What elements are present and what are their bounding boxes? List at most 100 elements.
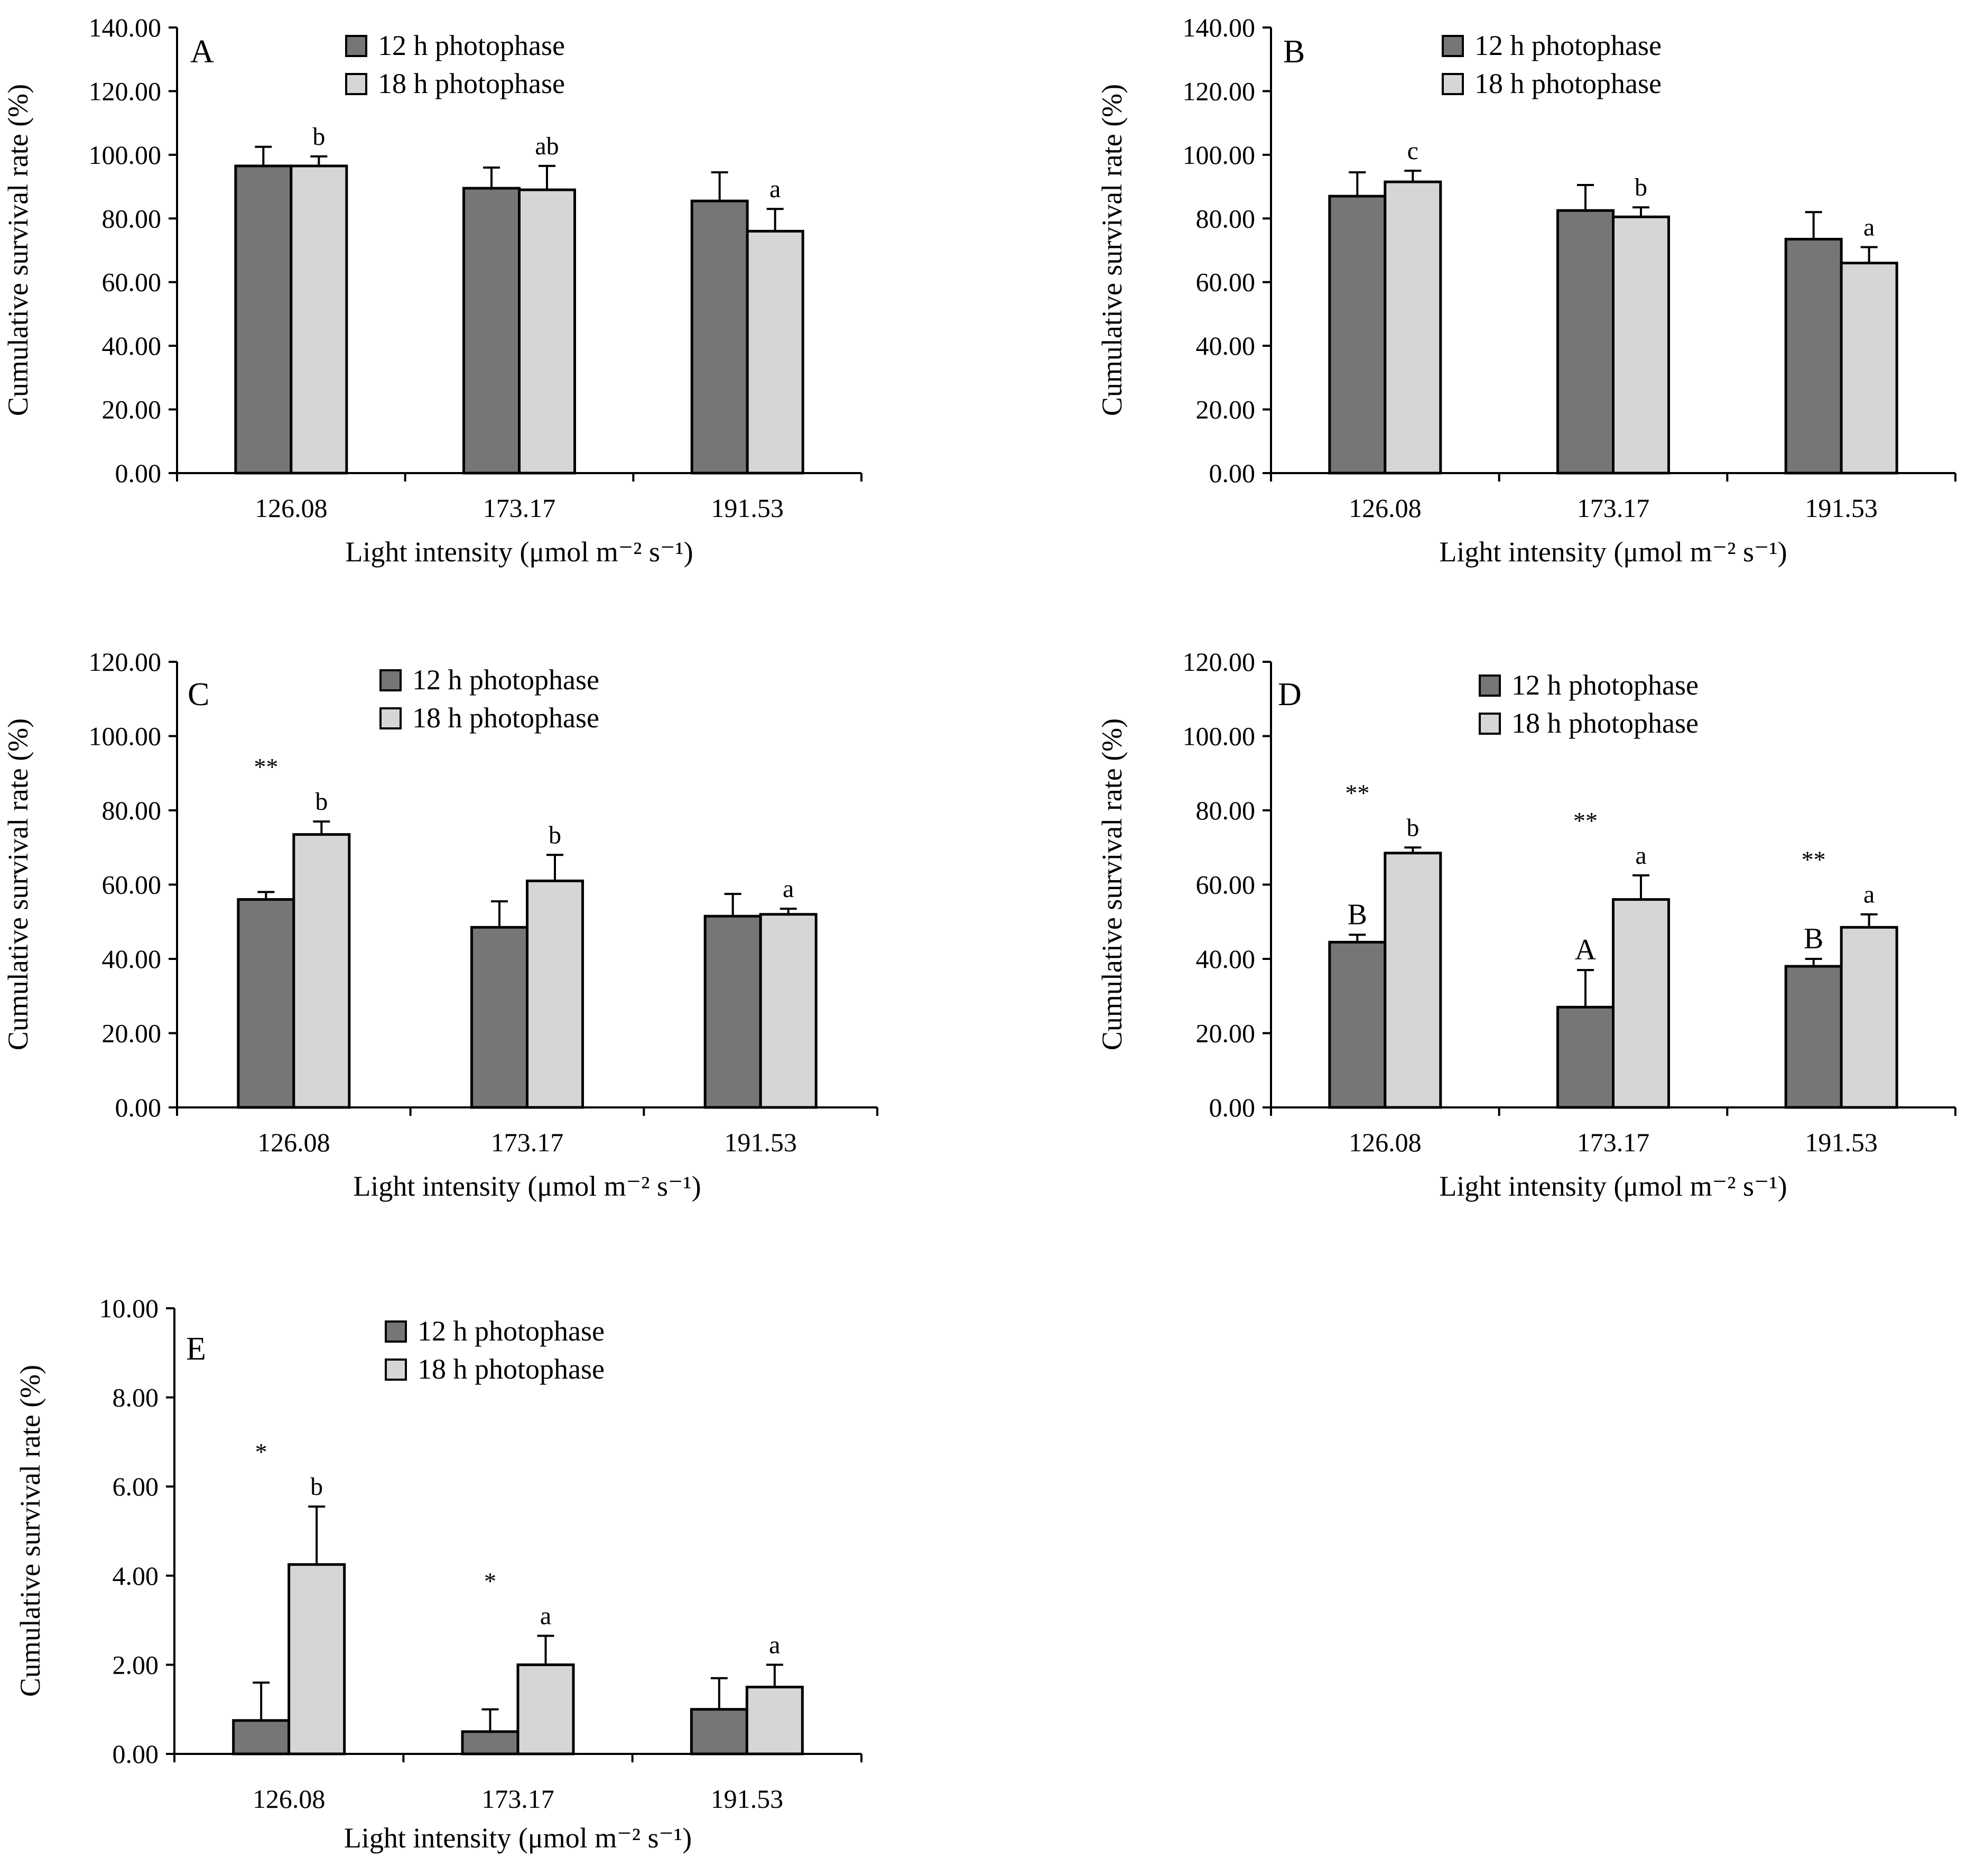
- significance-stars: **: [1573, 807, 1598, 834]
- x-axis-title: Light intensity (μmol m⁻² s⁻¹): [353, 1170, 701, 1202]
- y-tick-label: 4.00: [113, 1561, 159, 1591]
- chart-panel-b: c 126.08 b 173.17 a 191.53 0.00 20.00 40.00 60.00…: [1096, 13, 1956, 568]
- legend-swatch-12h: [379, 669, 402, 691]
- y-tick-label: 10.00: [99, 1293, 159, 1323]
- y-tick-label: 140.00: [1183, 13, 1256, 42]
- legend-swatch-18h: [1479, 713, 1501, 735]
- y-tick-label: 0.00: [1209, 1093, 1256, 1122]
- legend-label: 12 h photophase: [412, 664, 599, 696]
- legend-swatch-18h: [1442, 73, 1464, 95]
- significance-letter: a: [1863, 213, 1875, 241]
- legend-label: 18 h photophase: [1511, 707, 1699, 739]
- y-tick-label: 60.00: [102, 267, 162, 297]
- bar-18h-191.53: [745, 1686, 804, 1755]
- x-tick-label: 191.53: [724, 1128, 797, 1157]
- bar-12h-191.53: [690, 199, 749, 475]
- bar-12h-173.17: [1556, 209, 1615, 475]
- bar-18h-173.17: [518, 188, 576, 475]
- y-tick-label: 0.00: [113, 1739, 159, 1769]
- x-tick-label: 173.17: [491, 1128, 564, 1157]
- bar-12h-191.53: [690, 1708, 748, 1755]
- significance-letter: a: [769, 1631, 780, 1659]
- bar-12h-191.53: [1784, 237, 1843, 475]
- panel-letter: B: [1283, 34, 1305, 70]
- x-tick-label: 126.08: [255, 493, 328, 523]
- panel-letter: C: [188, 677, 209, 713]
- group-letter: A: [1575, 934, 1597, 966]
- legend-label: 18 h photophase: [418, 1353, 605, 1385]
- x-axis-title: Light intensity (μmol m⁻² s⁻¹): [345, 536, 693, 568]
- y-tick-label: 120.00: [89, 647, 162, 677]
- legend-swatch-12h: [1479, 674, 1501, 697]
- bar-12h-126.08: [234, 164, 293, 475]
- significance-stars: *: [484, 1568, 496, 1595]
- significance-letter: b: [310, 1473, 323, 1501]
- y-tick-label: 60.00: [1196, 267, 1256, 297]
- legend-swatch-18h: [385, 1359, 407, 1381]
- y-tick-label: 60.00: [102, 870, 162, 900]
- group-letter: B: [1804, 922, 1823, 955]
- significance-letter: b: [315, 788, 328, 816]
- x-axis-title: Light intensity (μmol m⁻² s⁻¹): [344, 1822, 692, 1854]
- bar-18h-173.17: [516, 1663, 575, 1755]
- bar-18h-191.53: [1840, 262, 1898, 475]
- x-axis-title: Light intensity (μmol m⁻² s⁻¹): [1439, 1170, 1787, 1202]
- x-tick-label: 126.08: [253, 1784, 326, 1814]
- significance-letter: c: [1407, 137, 1418, 165]
- bar-18h-126.08: [290, 164, 348, 475]
- legend-label: 12 h photophase: [1474, 30, 1662, 61]
- y-tick-label: 0.00: [115, 458, 162, 488]
- significance-stars: **: [1802, 846, 1826, 873]
- bar-18h-173.17: [526, 879, 584, 1109]
- significance-letter: b: [1406, 814, 1419, 842]
- y-axis-title: Cumulative survival rate (%): [1096, 84, 1128, 416]
- significance-letter: a: [783, 875, 794, 903]
- y-tick-label: 120.00: [1183, 76, 1256, 106]
- y-tick-label: 80.00: [102, 796, 162, 825]
- x-tick-label: 173.17: [481, 1784, 554, 1814]
- y-tick-label: 80.00: [102, 204, 162, 233]
- bar-18h-191.53: [1840, 926, 1898, 1109]
- x-axis-title: Light intensity (μmol m⁻² s⁻¹): [1439, 536, 1787, 568]
- y-tick-label: 80.00: [1196, 204, 1256, 233]
- bar-18h-126.08: [1384, 852, 1442, 1109]
- legend-label: 18 h photophase: [1474, 68, 1662, 99]
- y-tick-label: 100.00: [89, 140, 162, 170]
- significance-letter: b: [312, 123, 325, 151]
- y-tick-label: 120.00: [1183, 647, 1256, 677]
- y-tick-label: 20.00: [1196, 395, 1256, 424]
- significance-letter: a: [769, 175, 781, 203]
- legend-label: 12 h photophase: [1511, 669, 1699, 701]
- bar-12h-173.17: [1556, 1005, 1615, 1109]
- bar-18h-173.17: [1612, 215, 1670, 475]
- significance-letter: b: [1635, 173, 1647, 201]
- legend-label: 18 h photophase: [378, 68, 565, 99]
- chart-panel-e: b * 126.08 a * 173.17 a 191.53 0.00 2.00 4.00 6.00 8…: [14, 1293, 862, 1854]
- bar-18h-126.08: [1384, 180, 1442, 475]
- legend-swatch-12h: [385, 1320, 407, 1343]
- y-axis-title: Cumulative survival rate (%): [1096, 718, 1128, 1050]
- panel-letter: D: [1278, 677, 1302, 713]
- bar-12h-173.17: [461, 1730, 519, 1755]
- y-tick-label: 40.00: [102, 331, 162, 361]
- legend-label: 18 h photophase: [412, 702, 599, 734]
- y-tick-label: 100.00: [1183, 140, 1256, 170]
- y-tick-label: 6.00: [113, 1472, 159, 1501]
- significance-letter: a: [1863, 881, 1875, 909]
- y-tick-label: 8.00: [113, 1383, 159, 1412]
- bar-18h-191.53: [746, 229, 804, 475]
- chart-panel-d: b ** B 126.08 a ** A 173.17 a ** B 191.53 0.00 20.00 4…: [1096, 647, 1956, 1202]
- significance-stars: **: [1345, 779, 1369, 806]
- panel-letter: E: [186, 1331, 206, 1367]
- bar-12h-191.53: [1784, 965, 1843, 1109]
- y-axis-title: Cumulative survival rate (%): [14, 1365, 46, 1697]
- y-tick-label: 0.00: [1209, 458, 1256, 488]
- bar-12h-126.08: [1328, 940, 1387, 1109]
- chart-panel-a: b 126.08 ab 173.17 a 191.53 0.00 20.00 40.00 60.0…: [2, 13, 862, 568]
- x-tick-label: 126.08: [257, 1128, 330, 1157]
- y-tick-label: 0.00: [115, 1093, 162, 1122]
- x-tick-label: 191.53: [711, 493, 784, 523]
- y-tick-label: 100.00: [89, 722, 162, 751]
- x-tick-label: 191.53: [1805, 493, 1878, 523]
- y-axis-title: Cumulative survival rate (%): [2, 84, 34, 416]
